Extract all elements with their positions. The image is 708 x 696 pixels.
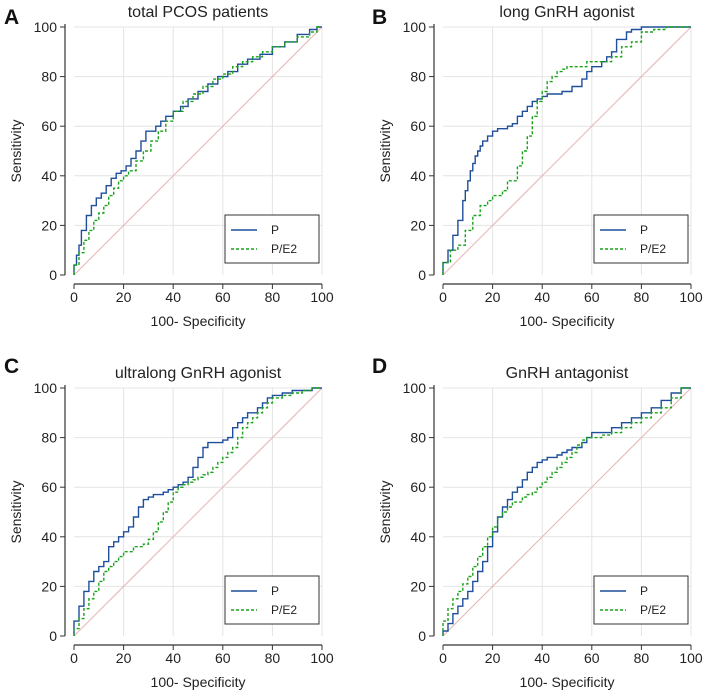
y-tick-label: 20	[410, 217, 426, 233]
y-tick-label: 100	[34, 380, 58, 396]
y-tick-label: 40	[41, 168, 57, 184]
panel-title: long GnRH agonist	[499, 4, 635, 21]
y-axis-title: Sensitivity	[377, 119, 393, 182]
y-tick-label: 0	[49, 267, 57, 283]
panel-title: ultralong GnRH agonist	[115, 365, 282, 382]
legend-box	[224, 214, 320, 264]
y-tick-label: 100	[403, 380, 427, 396]
panel-title: total PCOS patients	[128, 4, 269, 21]
y-tick-label: 20	[41, 578, 57, 594]
roc-curve-p	[442, 387, 691, 636]
x-tick-label: 80	[265, 650, 281, 666]
x-tick-label: 0	[70, 650, 78, 666]
x-tick-label: 40	[534, 650, 550, 666]
y-tick-label: 100	[34, 19, 58, 35]
x-tick-label: 20	[116, 289, 132, 305]
chance-diagonal-line	[442, 26, 692, 276]
y-tick-label: 80	[410, 69, 426, 85]
x-tick-label: 40	[165, 289, 181, 305]
panel-letter: B	[372, 6, 387, 29]
y-tick-label: 40	[410, 529, 426, 545]
roc-curve-p-e2	[73, 387, 322, 636]
legend-label: P/E2	[640, 242, 666, 256]
y-tick-label: 60	[41, 118, 57, 134]
y-tick-label: 20	[410, 578, 426, 594]
legend-box	[593, 214, 689, 264]
roc-panel-a: 0 20 40 60 80 100 0 20 40 60 80 100 100- Specificity…	[4, 4, 334, 329]
x-tick-label: 100	[679, 289, 703, 305]
legend-label: P	[640, 584, 648, 598]
roc-curve-p	[442, 26, 691, 275]
y-tick-label: 80	[410, 430, 426, 446]
x-tick-label: 20	[116, 650, 132, 666]
x-axis-title: 100- Specificity	[151, 313, 246, 329]
x-tick-label: 20	[485, 650, 501, 666]
chance-diagonal-line	[442, 387, 692, 637]
x-tick-label: 100	[310, 289, 334, 305]
x-tick-label: 60	[215, 289, 231, 305]
x-tick-label: 80	[265, 289, 281, 305]
roc-panel-d: 0 20 40 60 80 100 0 20 40 60 80 100 100- Specificity…	[372, 355, 703, 690]
x-axis-title: 100- Specificity	[520, 313, 615, 329]
x-tick-label: 80	[634, 650, 650, 666]
roc-panel-c: 0 20 40 60 80 100 0 20 40 60 80 100 100- Specificity…	[4, 355, 334, 690]
panel-letter: A	[4, 6, 19, 29]
x-tick-label: 0	[439, 289, 447, 305]
y-tick-label: 40	[410, 168, 426, 184]
chance-diagonal-line	[73, 26, 323, 276]
x-tick-label: 100	[679, 650, 703, 666]
legend-label: P/E2	[271, 603, 297, 617]
y-tick-label: 60	[410, 479, 426, 495]
roc-curve-p	[73, 26, 322, 275]
y-tick-label: 0	[418, 628, 426, 644]
x-tick-label: 0	[439, 650, 447, 666]
y-tick-label: 100	[403, 19, 427, 35]
x-tick-label: 60	[584, 289, 600, 305]
y-tick-label: 80	[41, 430, 57, 446]
roc-panel-b: 0 20 40 60 80 100 0 20 40 60 80 100 100- Specificity…	[372, 4, 703, 329]
y-tick-label: 80	[41, 69, 57, 85]
y-tick-label: 60	[410, 118, 426, 134]
legend-box	[593, 575, 689, 625]
x-tick-label: 40	[534, 289, 550, 305]
panel-letter: C	[4, 355, 19, 378]
y-tick-label: 40	[41, 529, 57, 545]
y-axis-title: Sensitivity	[8, 119, 24, 182]
y-tick-label: 60	[41, 479, 57, 495]
roc-curve-p-e2	[442, 26, 691, 275]
legend-label: P/E2	[640, 603, 666, 617]
panel-letter: D	[372, 355, 387, 378]
x-axis-title: 100- Specificity	[520, 674, 615, 690]
roc-curve-p-e2	[73, 26, 322, 275]
x-tick-label: 40	[165, 650, 181, 666]
legend-box	[224, 575, 320, 625]
x-tick-label: 60	[584, 650, 600, 666]
chance-diagonal-line	[73, 387, 323, 637]
roc-curve-p	[73, 387, 322, 636]
y-tick-label: 0	[49, 628, 57, 644]
panel-title: GnRH antagonist	[506, 365, 629, 382]
x-tick-label: 80	[634, 289, 650, 305]
x-tick-label: 0	[70, 289, 78, 305]
y-axis-title: Sensitivity	[8, 480, 24, 543]
y-axis-title: Sensitivity	[377, 480, 393, 543]
x-tick-label: 100	[310, 650, 334, 666]
legend-label: P/E2	[271, 242, 297, 256]
roc-curve-p-e2	[442, 387, 691, 636]
legend-label: P	[271, 223, 279, 237]
y-tick-label: 0	[418, 267, 426, 283]
y-tick-label: 20	[41, 217, 57, 233]
x-tick-label: 60	[215, 650, 231, 666]
legend-label: P	[271, 584, 279, 598]
x-tick-label: 20	[485, 289, 501, 305]
x-axis-title: 100- Specificity	[151, 674, 246, 690]
legend-label: P	[640, 223, 648, 237]
